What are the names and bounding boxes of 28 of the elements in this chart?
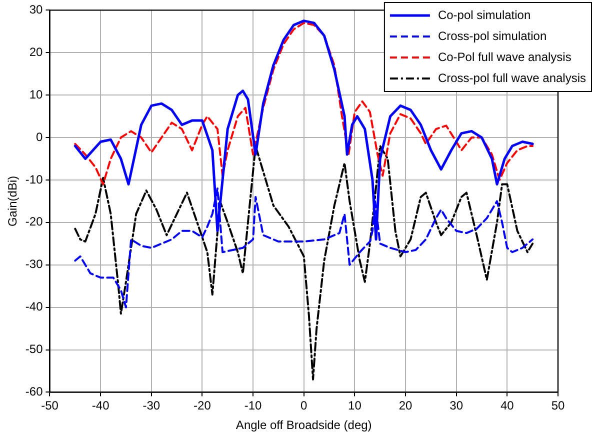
x-tick-label: -30 [142, 398, 160, 413]
y-tick-label: 10 [29, 87, 44, 102]
y-tick-label: -30 [25, 257, 44, 272]
y-tick-label: -10 [25, 172, 44, 186]
legend-label: Co-Pol full wave analysis [438, 50, 572, 64]
y-tick-label: 0 [36, 130, 44, 144]
x-tick-label: 40 [500, 398, 514, 413]
y-tick-label: -20 [25, 214, 44, 229]
line-series [74, 145, 534, 380]
x-tick-label: 0 [300, 398, 308, 413]
y-tick-label: -40 [25, 300, 44, 314]
x-tick-label: 10 [348, 398, 362, 413]
x-tick-label: -20 [194, 398, 212, 413]
legend-label: Cross-pol full wave analysis [438, 70, 586, 85]
legend-label: Co-pol simulation [438, 8, 531, 22]
x-tick-label: -40 [92, 398, 110, 413]
x-tick-label: -50 [41, 398, 59, 413]
x-tick-label: 20 [398, 398, 413, 413]
y-tick-label: -50 [25, 342, 44, 356]
x-tick-label: -10 [244, 398, 262, 413]
x-tick-label: 30 [450, 398, 464, 413]
x-axis-title: Angle off Broadside (deg) [236, 418, 372, 432]
x-tick-label: 50 [551, 398, 565, 413]
y-tick-label: 20 [29, 44, 44, 59]
y-axis-title: Gain(dBi) [6, 176, 20, 227]
y-tick-label: 30 [29, 2, 44, 17]
y-tick-label: -60 [25, 384, 44, 399]
legend-label: Cross-pol simulation [438, 28, 547, 43]
